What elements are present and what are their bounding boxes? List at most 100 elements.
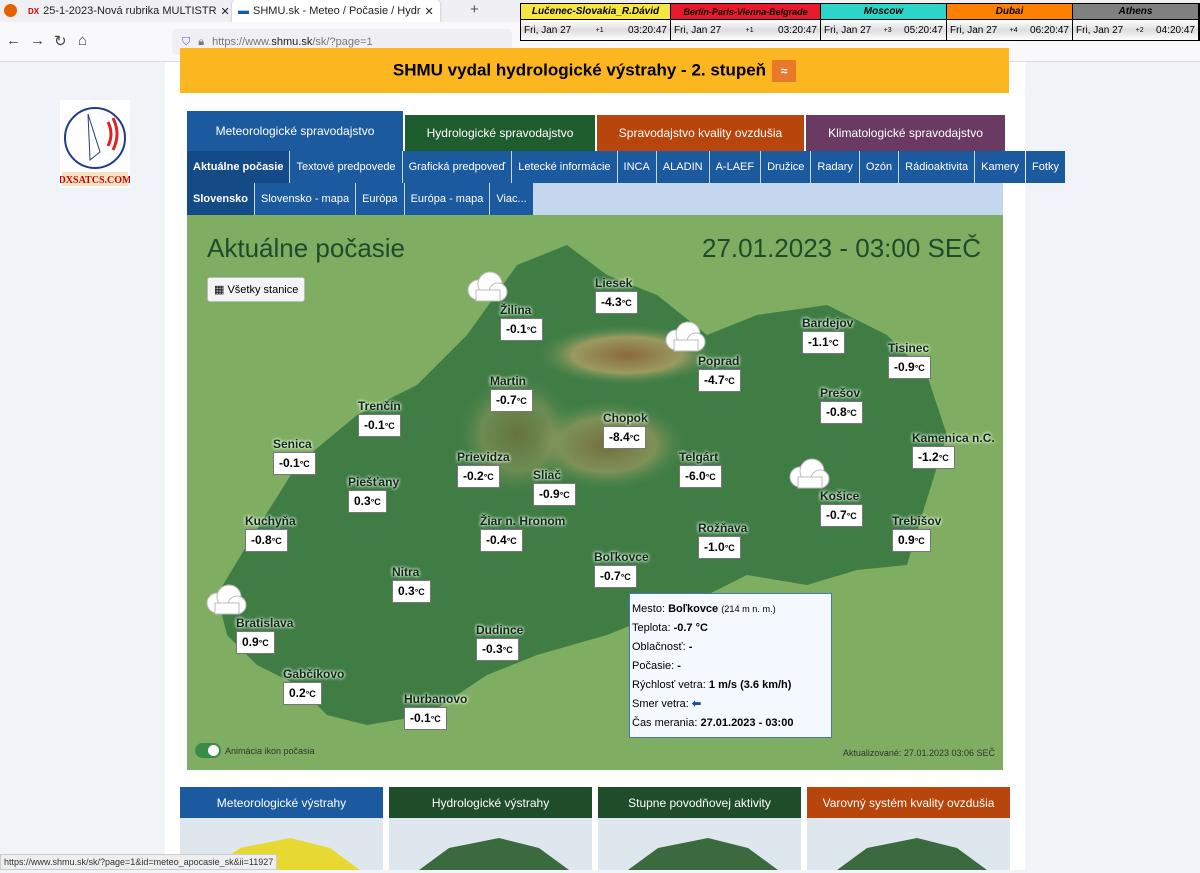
station-name[interactable]: Senica bbox=[273, 437, 312, 451]
region-tab[interactable]: Európa bbox=[356, 183, 404, 215]
bottom-panel-title[interactable]: Hydrologické výstrahy bbox=[389, 787, 592, 818]
station-name[interactable]: Bardejov bbox=[802, 316, 854, 330]
station-name[interactable]: Prešov bbox=[820, 386, 861, 400]
station-name[interactable]: Košice bbox=[820, 489, 860, 503]
alert-banner[interactable]: SHMU vydal hydrologické výstrahy - 2. st… bbox=[180, 48, 1009, 93]
station-temp[interactable]: -0.7°C bbox=[490, 389, 533, 412]
station-temp[interactable]: 0.3°C bbox=[348, 490, 387, 513]
station-temp[interactable]: -0.7°C bbox=[594, 565, 637, 588]
station-name[interactable]: Boľkovce bbox=[594, 550, 649, 564]
station-temp[interactable]: -8.4°C bbox=[603, 426, 646, 449]
region-tab[interactable]: Slovensko bbox=[187, 183, 255, 215]
station-temp[interactable]: -0.3°C bbox=[476, 638, 519, 661]
station-name[interactable]: Trebišov bbox=[892, 514, 942, 528]
toggle-switch[interactable] bbox=[195, 743, 221, 758]
bottom-panel-title[interactable]: Stupne povodňovej aktivity bbox=[598, 787, 801, 818]
cloud-icon bbox=[206, 584, 247, 615]
sub-tab[interactable]: Radary bbox=[811, 151, 859, 183]
station-temp[interactable]: -0.4°C bbox=[480, 529, 523, 552]
region-tab[interactable]: Európa - mapa bbox=[404, 183, 490, 215]
sub-tab[interactable]: A-LAEF bbox=[709, 151, 761, 183]
station-temp[interactable]: -0.1°C bbox=[273, 452, 316, 475]
new-tab-icon[interactable]: + bbox=[470, 1, 479, 18]
browser-tab[interactable]: DX 25-1-2023-Nová rubrika MULTISTR ✕ bbox=[28, 5, 230, 18]
station-temp[interactable]: -4.7°C bbox=[698, 369, 741, 392]
station-temp[interactable]: -6.0°C bbox=[679, 465, 722, 488]
bottom-panel-title[interactable]: Varovný systém kvality ovzdušia bbox=[807, 787, 1010, 818]
station-name[interactable]: Nitra bbox=[392, 565, 420, 579]
station-temp[interactable]: 0.9°C bbox=[236, 631, 275, 654]
station-name[interactable]: Sliač bbox=[533, 468, 562, 482]
bottom-panel-title[interactable]: Meteorologické výstrahy bbox=[180, 787, 383, 818]
station-name[interactable]: Kamenica n.C. bbox=[912, 431, 995, 445]
station-temp[interactable]: -0.2°C bbox=[457, 465, 500, 488]
station-temp[interactable]: -0.9°C bbox=[533, 483, 576, 506]
sub-tab[interactable]: Aktuálne počasie bbox=[187, 151, 290, 183]
sub-tab[interactable]: Družice bbox=[761, 151, 811, 183]
sub-tab[interactable]: Rádioaktivita bbox=[899, 151, 975, 183]
main-tab[interactable]: Meteorologické spravodajstvo bbox=[187, 111, 403, 151]
station-temp[interactable]: -0.1°C bbox=[500, 318, 543, 341]
sub-tab[interactable]: Letecké informácie bbox=[512, 151, 617, 183]
all-stations-button[interactable]: ▦ Všetky stanice bbox=[207, 277, 306, 302]
main-tab[interactable]: Spravodajstvo kvality ovzdušia bbox=[597, 115, 804, 151]
region-tab[interactable]: Slovensko - mapa bbox=[255, 183, 356, 215]
forward-icon[interactable]: → bbox=[30, 32, 45, 49]
station-temp[interactable]: -0.7°C bbox=[820, 504, 863, 527]
clock-time: 03:20:47 bbox=[778, 24, 817, 36]
clock: Dubai Fri, Jan 27 +4 06:20:47 bbox=[947, 4, 1073, 40]
status-url: https://www.shmu.sk/sk/?page=1&id=meteo_… bbox=[0, 854, 278, 870]
station-temp[interactable]: -1.0°C bbox=[698, 536, 741, 559]
animation-toggle[interactable]: Animácia ikon počasia bbox=[195, 743, 315, 758]
station-name[interactable]: Dudince bbox=[476, 623, 524, 637]
station-temp[interactable]: -4.3°C bbox=[595, 291, 638, 314]
station-temp[interactable]: 0.2°C bbox=[283, 682, 322, 705]
close-icon[interactable]: ✕ bbox=[424, 5, 434, 18]
station-name[interactable]: Gabčíkovo bbox=[283, 667, 345, 681]
sub-tab[interactable]: Textové predpovede bbox=[290, 151, 402, 183]
station-name[interactable]: Rožňava bbox=[698, 521, 748, 535]
station-temp[interactable]: -0.1°C bbox=[404, 707, 447, 730]
bottom-panel-map[interactable] bbox=[807, 818, 1010, 870]
sub-tab[interactable]: ALADIN bbox=[656, 151, 709, 183]
close-icon[interactable]: ✕ bbox=[220, 5, 230, 18]
station-name[interactable]: Liesek bbox=[595, 276, 633, 290]
station-name[interactable]: Hurbanovo bbox=[404, 692, 468, 706]
station-name[interactable]: Tisinec bbox=[888, 341, 930, 355]
station-name[interactable]: Bratislava bbox=[236, 616, 294, 630]
sub-tab[interactable]: Grafická predpoveď bbox=[402, 151, 512, 183]
main-tab[interactable]: Hydrologické spravodajstvo bbox=[405, 115, 595, 151]
home-icon[interactable]: ⌂ bbox=[78, 32, 88, 49]
back-icon[interactable]: ← bbox=[6, 32, 21, 49]
station-name[interactable]: Trenčín bbox=[358, 399, 401, 413]
station-name[interactable]: Martin bbox=[490, 374, 526, 388]
station-temp[interactable]: -0.1°C bbox=[358, 414, 401, 437]
region-tab[interactable]: Viac... bbox=[490, 183, 533, 215]
reload-icon[interactable]: ↻ bbox=[54, 33, 67, 50]
bottom-panel-map[interactable] bbox=[389, 818, 592, 870]
clock-offset: +4 bbox=[1009, 26, 1018, 34]
browser-tab-active[interactable]: ▬ SHMU.sk - Meteo / Počasie / Hydr ✕ bbox=[232, 0, 440, 22]
station-name[interactable]: Kuchyňa bbox=[245, 514, 296, 528]
station-temp[interactable]: -0.8°C bbox=[245, 529, 288, 552]
station-name[interactable]: Prievidza bbox=[457, 450, 510, 464]
station-name[interactable]: Žilina bbox=[500, 303, 532, 317]
station-temp[interactable]: 0.9°C bbox=[892, 529, 931, 552]
bottom-panel-map[interactable] bbox=[598, 818, 801, 870]
weather-map[interactable]: Aktuálne počasie 27.01.2023 - 03:00 SEČ … bbox=[187, 215, 1003, 770]
station-temp[interactable]: -0.9°C bbox=[888, 356, 931, 379]
station-name[interactable]: Piešťany bbox=[348, 475, 400, 489]
station-temp[interactable]: -1.2°C bbox=[912, 446, 955, 469]
station-name[interactable]: Telgárt bbox=[679, 450, 719, 464]
station-temp[interactable]: 0.3°C bbox=[392, 580, 431, 603]
station-name[interactable]: Poprad bbox=[698, 354, 740, 368]
sub-tab[interactable]: INCA bbox=[617, 151, 656, 183]
station-name[interactable]: Chopok bbox=[603, 411, 648, 425]
sub-tab[interactable]: Ozón bbox=[859, 151, 899, 183]
sub-tab[interactable]: Kamery bbox=[975, 151, 1026, 183]
station-name[interactable]: Žiar n. Hronom bbox=[480, 514, 566, 528]
station-temp[interactable]: -1.1°C bbox=[802, 331, 845, 354]
station-temp[interactable]: -0.8°C bbox=[820, 401, 863, 424]
main-tab[interactable]: Klimatologické spravodajstvo bbox=[806, 115, 1005, 151]
sub-tab[interactable]: Fotky bbox=[1026, 151, 1065, 183]
